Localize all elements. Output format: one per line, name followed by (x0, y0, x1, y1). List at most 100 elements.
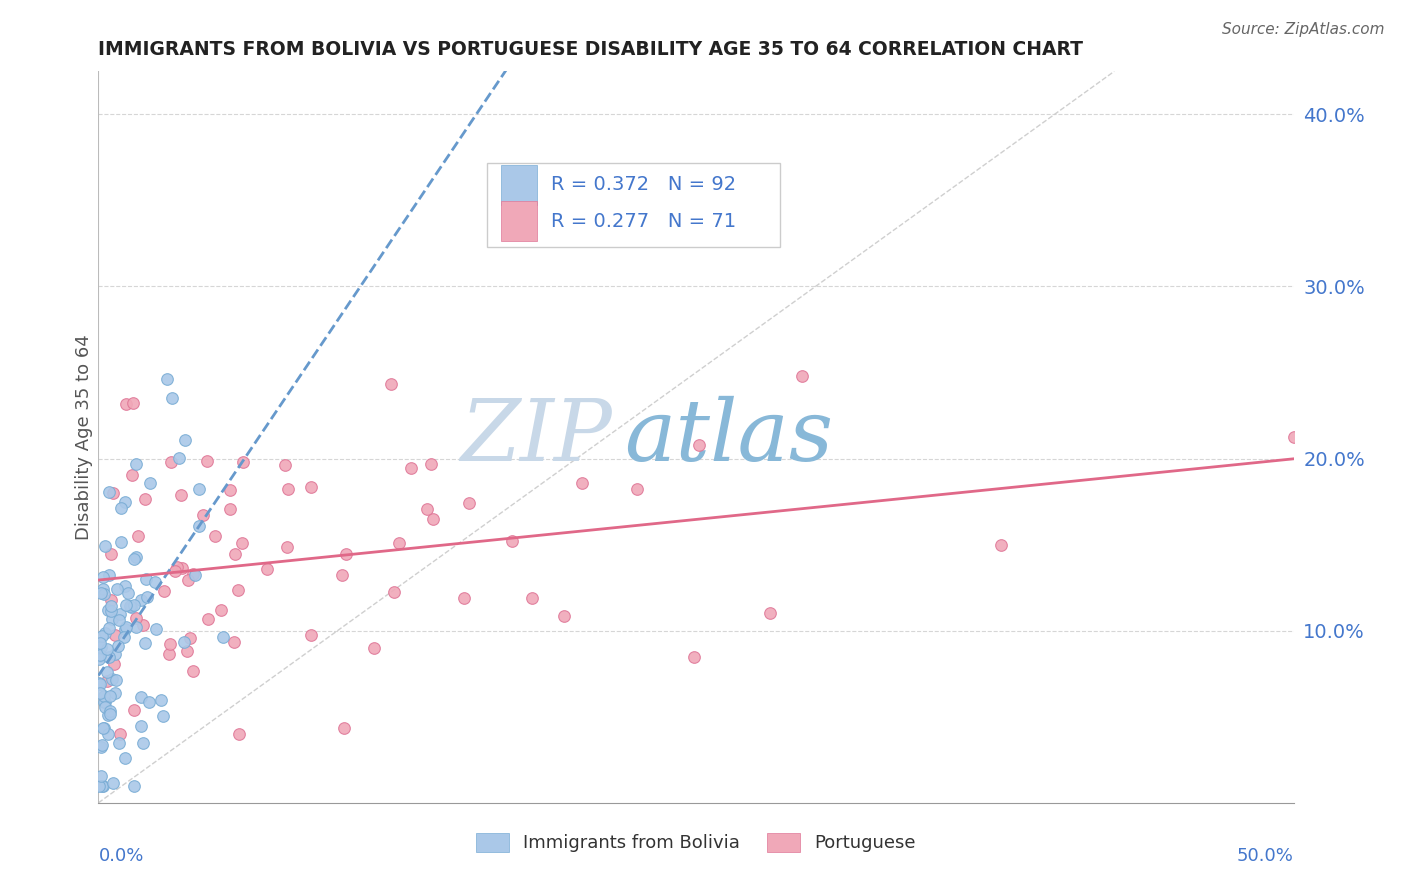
Point (125, 620, 148, 634)
Point (150, 693, 173, 707)
Point (177, 573, 200, 587)
Point (160, 455, 183, 469)
Point (89, 648, 111, 662)
Point (101, 776, 124, 790)
Point (330, 568, 353, 582)
Point (256, 561, 278, 575)
Point (195, 453, 218, 467)
Point (453, 591, 475, 606)
Point (97, 603, 120, 617)
Point (501, 533, 523, 548)
Point (124, 703, 146, 717)
Point (125, 550, 148, 565)
Point (103, 657, 125, 671)
Point (419, 457, 441, 471)
Point (104, 673, 127, 687)
Point (98, 621, 121, 635)
Bar (501, 202, 537, 242)
Point (1282, 430, 1305, 444)
Point (110, 535, 132, 549)
Text: Source: ZipAtlas.com: Source: ZipAtlas.com (1222, 22, 1385, 37)
Point (228, 727, 250, 741)
Point (335, 547, 357, 561)
Point (204, 529, 226, 543)
Point (101, 485, 124, 500)
Point (209, 603, 232, 617)
Point (231, 535, 253, 549)
Point (93, 722, 115, 736)
Point (98, 704, 121, 718)
Point (98, 707, 121, 722)
Point (118, 599, 141, 613)
Point (380, 377, 402, 392)
Point (145, 574, 167, 589)
Point (127, 529, 149, 543)
Point (97, 568, 120, 582)
Point (122, 551, 145, 566)
Text: R = 0.372   N = 92: R = 0.372 N = 92 (551, 175, 737, 194)
Point (96, 642, 118, 657)
Point (114, 751, 136, 765)
Point (422, 512, 444, 526)
Point (131, 736, 153, 750)
Point (108, 613, 131, 627)
Point (211, 630, 233, 644)
Point (96, 673, 118, 688)
Point (122, 395, 145, 409)
Point (125, 457, 148, 471)
Text: 0.0%: 0.0% (98, 847, 143, 864)
Point (173, 433, 195, 447)
Point (276, 540, 298, 554)
Point (682, 649, 704, 664)
Point (93, 695, 115, 709)
Point (179, 631, 201, 645)
Point (170, 488, 193, 502)
Point (299, 480, 322, 494)
Point (138, 475, 160, 490)
Point (121, 600, 143, 615)
Point (129, 592, 152, 607)
Point (145, 622, 167, 636)
Text: IMMIGRANTS FROM BOLIVIA VS PORTUGUESE DISABILITY AGE 35 TO 64 CORRELATION CHART: IMMIGRANTS FROM BOLIVIA VS PORTUGUESE DI… (98, 39, 1084, 59)
Point (101, 612, 124, 626)
Point (100, 592, 122, 607)
Point (114, 579, 136, 593)
Point (98, 690, 121, 704)
Point (458, 496, 481, 510)
Point (90, 769, 112, 783)
Point (135, 590, 157, 604)
Point (184, 567, 207, 582)
Point (122, 779, 145, 793)
Point (990, 538, 1012, 552)
Bar (501, 165, 537, 205)
Text: ZIP: ZIP (460, 396, 613, 478)
Point (100, 604, 122, 618)
Point (100, 672, 122, 686)
Point (94, 625, 117, 640)
Point (688, 438, 710, 452)
Point (156, 372, 179, 386)
Point (187, 482, 209, 496)
Point (89, 636, 111, 650)
Point (94, 695, 117, 709)
Point (138, 695, 160, 709)
Point (129, 690, 152, 705)
Point (115, 598, 138, 612)
Point (90, 740, 112, 755)
Point (197, 612, 219, 626)
Point (89, 685, 111, 699)
Point (232, 455, 254, 469)
Point (176, 644, 198, 658)
Point (181, 664, 204, 678)
Point (98, 649, 121, 664)
Point (333, 721, 356, 735)
Point (114, 622, 136, 636)
Point (218, 483, 240, 498)
Point (108, 736, 131, 750)
Point (759, 606, 782, 620)
Point (104, 686, 127, 700)
Point (299, 628, 322, 642)
Point (191, 508, 214, 523)
Point (108, 607, 131, 621)
Point (89, 652, 111, 666)
